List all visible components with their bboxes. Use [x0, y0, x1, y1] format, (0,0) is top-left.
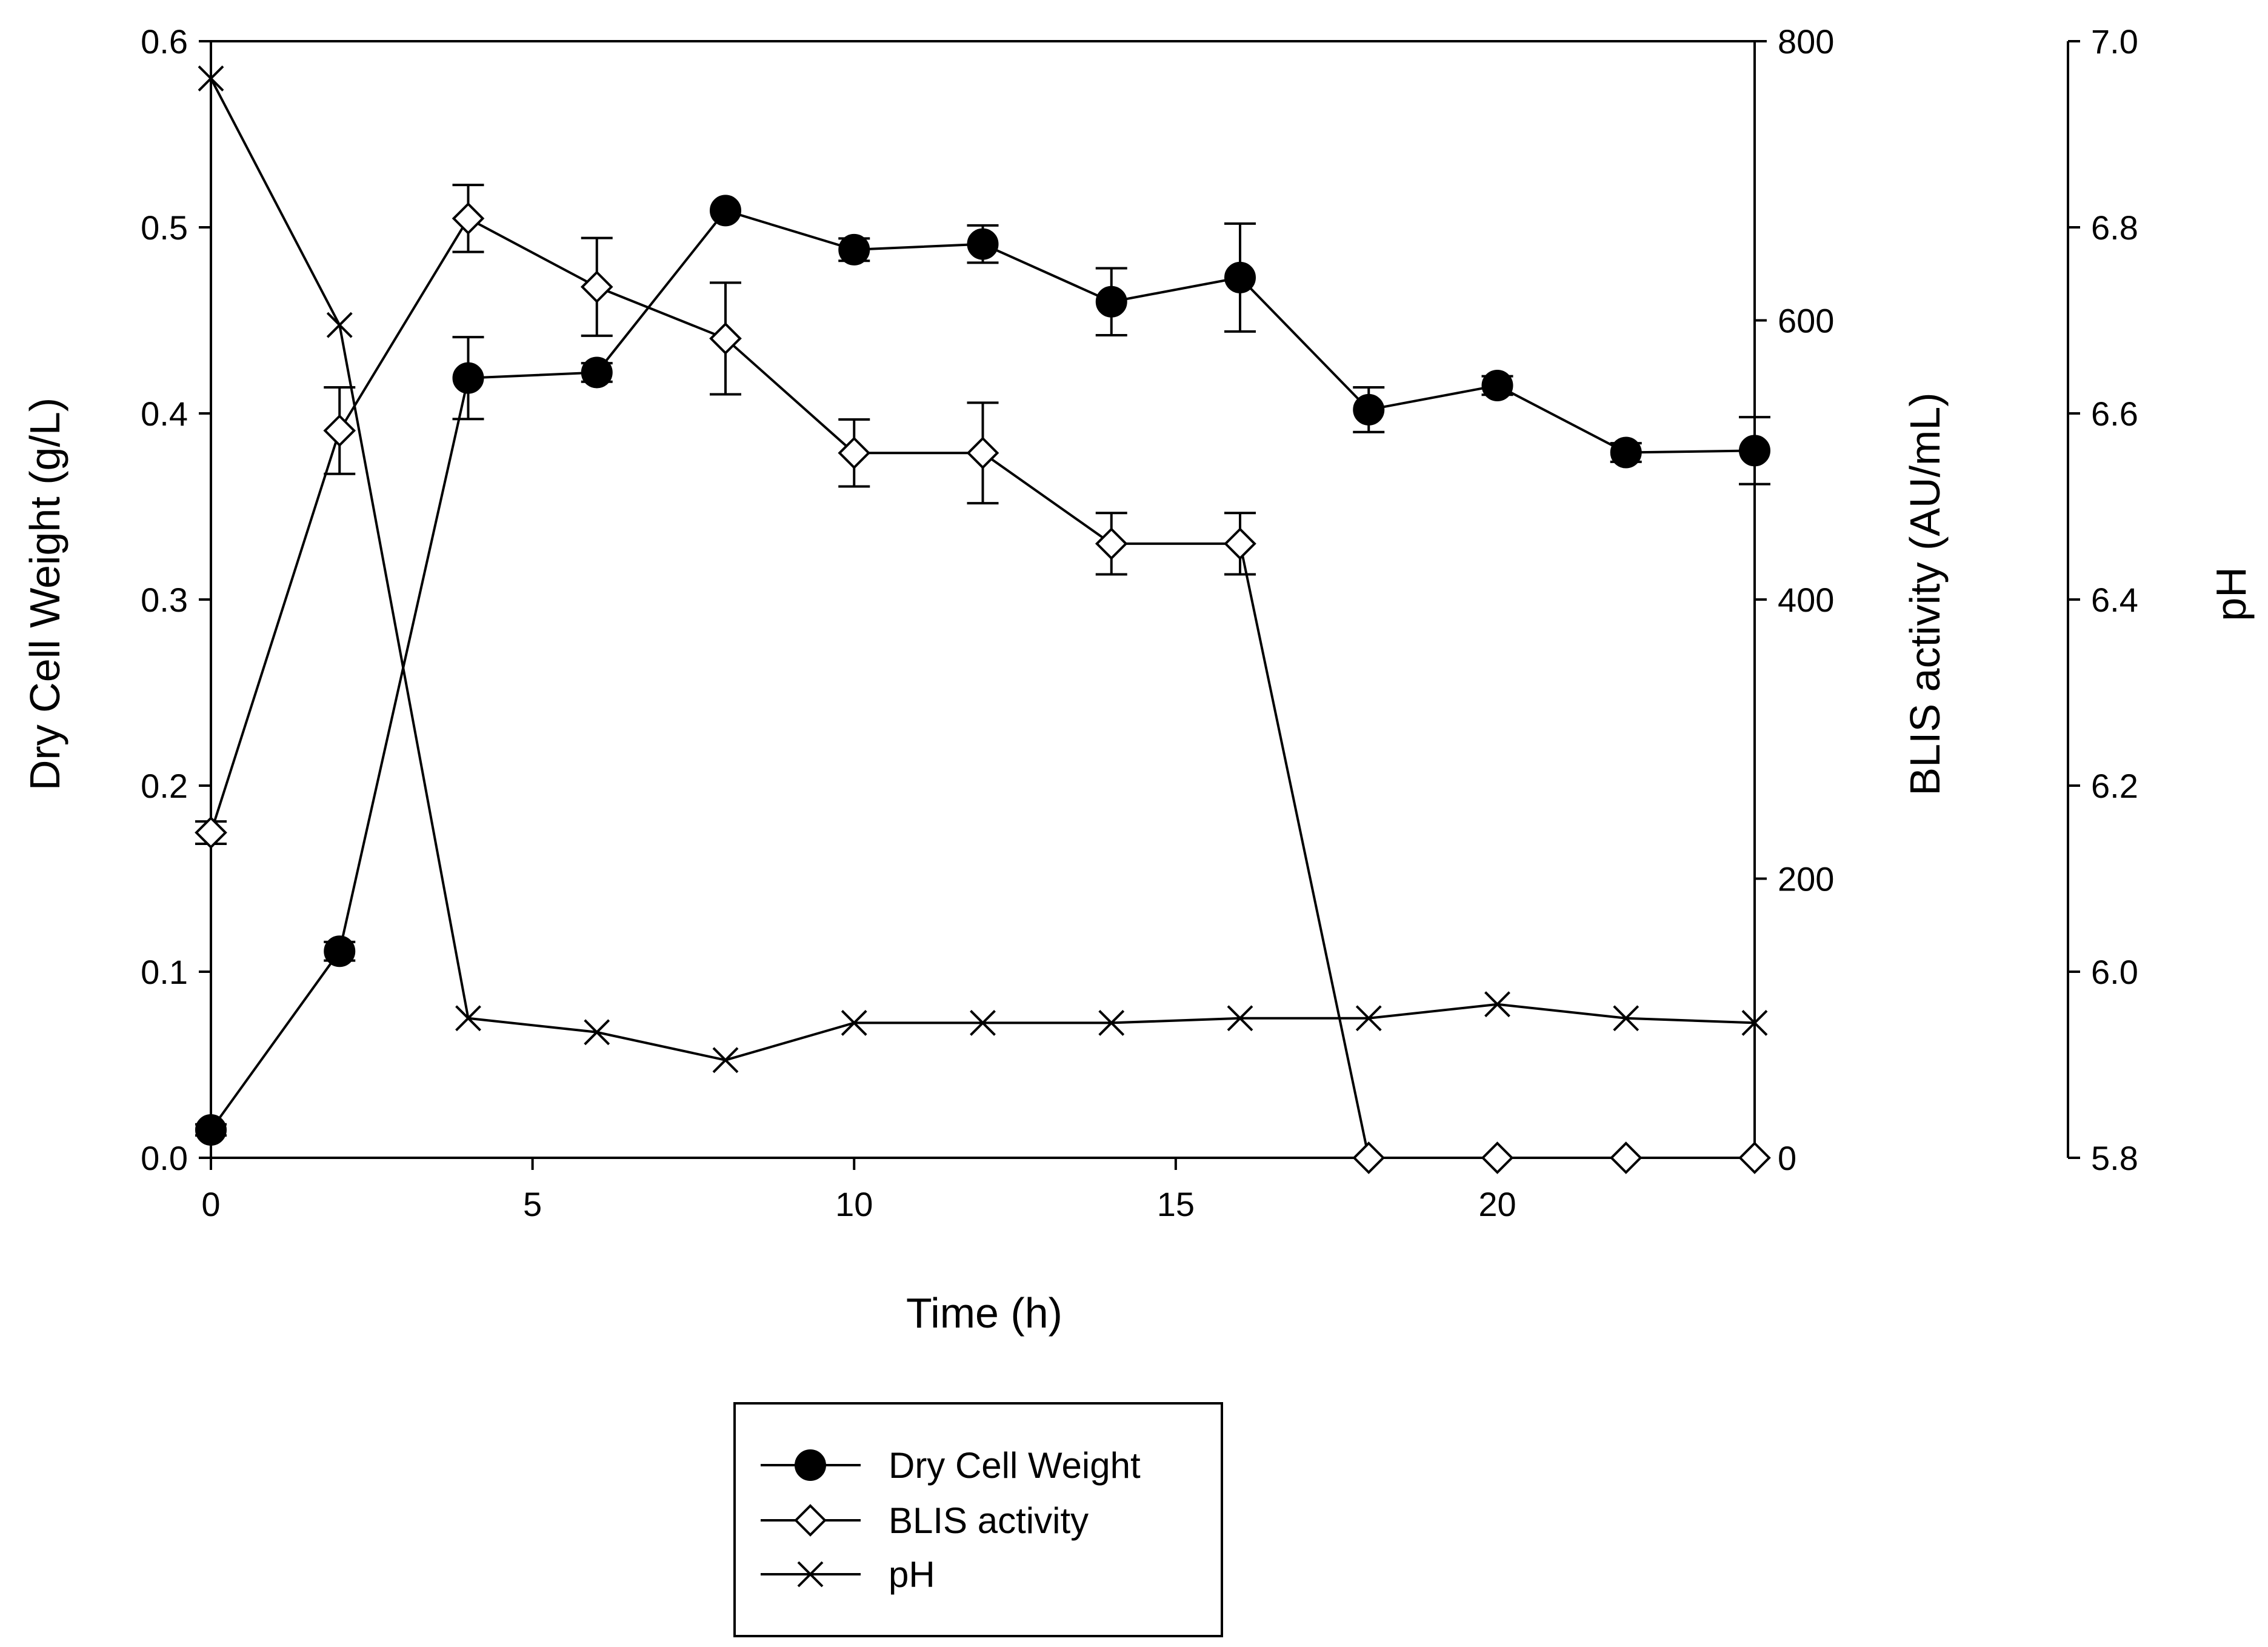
data-point	[1224, 527, 1256, 560]
axes-layer: 0 5 10 15 20 0.0 0.1 0.2 0.3 0.4 0.5 0.6 0 200 400 600 8…	[141, 22, 2138, 1223]
ph-axis-tick-label: 6.4	[2091, 581, 2138, 619]
legend-marker-cross	[797, 1561, 824, 1588]
data-point	[195, 1114, 227, 1146]
data-point	[1613, 1005, 1639, 1032]
ph-axis-tick-label: 6.0	[2091, 953, 2138, 991]
legend-label-blis-activity: BLIS activity	[889, 1500, 1089, 1541]
left-axis-tick-label: 0.6	[141, 22, 188, 61]
x-tick-label: 5	[523, 1185, 542, 1223]
data-point	[1484, 991, 1510, 1018]
series-line-dry-cell-weight	[210, 209, 1755, 1131]
data-point	[967, 228, 999, 260]
series-dry-cell-weight	[195, 195, 1770, 1146]
x-tick-label: 15	[1157, 1185, 1195, 1223]
data-point	[1095, 286, 1127, 318]
data-point	[1741, 1010, 1768, 1036]
data-point	[198, 65, 224, 92]
data-point	[580, 270, 613, 304]
blis-axis-tick-label: 600	[1778, 302, 1834, 340]
blis-axis-title: BLIS activity (AU/mL)	[1901, 392, 1949, 795]
left-axis-tick-label: 0.0	[141, 1139, 188, 1177]
series-ph	[198, 65, 1768, 1074]
ph-axis-tick-label: 7.0	[2091, 22, 2138, 61]
data-point	[1481, 1141, 1514, 1174]
ph-axis-tick-label: 5.8	[2091, 1139, 2138, 1177]
legend-entry-blis-activity: BLIS activity	[761, 1500, 1089, 1541]
data-point	[970, 1010, 996, 1036]
series-line-blis-activity	[210, 216, 1755, 1159]
data-point	[1738, 1141, 1771, 1174]
left-axis-tick-label: 0.5	[141, 209, 188, 247]
x-tick-label: 10	[835, 1185, 873, 1223]
blis-axis-tick-label: 0	[1778, 1139, 1796, 1177]
legend-entry-ph: pH	[761, 1554, 935, 1595]
data-point	[710, 195, 741, 227]
data-point	[584, 1019, 610, 1046]
legend-label-dry-cell-weight: Dry Cell Weight	[889, 1445, 1141, 1486]
ph-axis-tick-label: 6.6	[2091, 395, 2138, 433]
data-point	[1355, 1005, 1382, 1032]
data-point	[709, 322, 742, 355]
data-point	[452, 202, 485, 235]
x-tick-label: 20	[1478, 1185, 1516, 1223]
legend-marker-open-diamond	[794, 1504, 827, 1537]
data-point	[1224, 261, 1256, 293]
data-point	[966, 436, 999, 470]
data-point	[712, 1047, 739, 1074]
ph-axis-tick-label: 6.2	[2091, 767, 2138, 805]
data-point	[455, 1005, 481, 1032]
data-point	[195, 816, 227, 849]
data-point	[1610, 436, 1642, 469]
left-axis-tick-label: 0.1	[141, 953, 188, 991]
ph-axis-title: pH	[2207, 567, 2255, 621]
data-point	[326, 312, 353, 338]
legend-label-ph: pH	[889, 1554, 935, 1595]
data-point	[838, 436, 871, 470]
left-axis-title: Dry Cell Weight (g/L)	[21, 398, 68, 790]
data-point	[1352, 1141, 1386, 1174]
legend-marker-filled-circle	[795, 1449, 826, 1481]
series-blis-activity	[195, 184, 1771, 1174]
data-point	[1227, 1005, 1253, 1032]
data-point	[1095, 527, 1128, 560]
blis-axis-tick-label: 400	[1778, 581, 1834, 619]
data-point	[323, 414, 356, 447]
legend: Dry Cell Weight BLIS activity pH	[733, 1402, 1223, 1637]
data-point	[1481, 369, 1513, 401]
data-point	[324, 935, 356, 967]
data-point	[1609, 1141, 1643, 1174]
left-axis-tick-label: 0.2	[141, 767, 188, 805]
x-axis-title: Time (h)	[906, 1289, 1062, 1337]
x-tick-label: 0	[201, 1185, 220, 1223]
data-point	[452, 362, 484, 394]
series-layer	[195, 65, 1771, 1174]
data-point	[1098, 1010, 1125, 1036]
left-axis-tick-label: 0.4	[141, 395, 188, 433]
data-point	[838, 233, 870, 266]
ph-axis-tick-label: 6.8	[2091, 209, 2138, 247]
data-point	[1739, 435, 1770, 467]
blis-axis-tick-label: 800	[1778, 22, 1834, 61]
data-point	[581, 356, 613, 389]
blis-axis-tick-label: 200	[1778, 860, 1834, 898]
data-point	[841, 1010, 867, 1036]
legend-entry-dry-cell-weight: Dry Cell Weight	[761, 1445, 1141, 1486]
left-axis-tick-label: 0.3	[141, 581, 188, 619]
data-point	[1353, 393, 1385, 426]
